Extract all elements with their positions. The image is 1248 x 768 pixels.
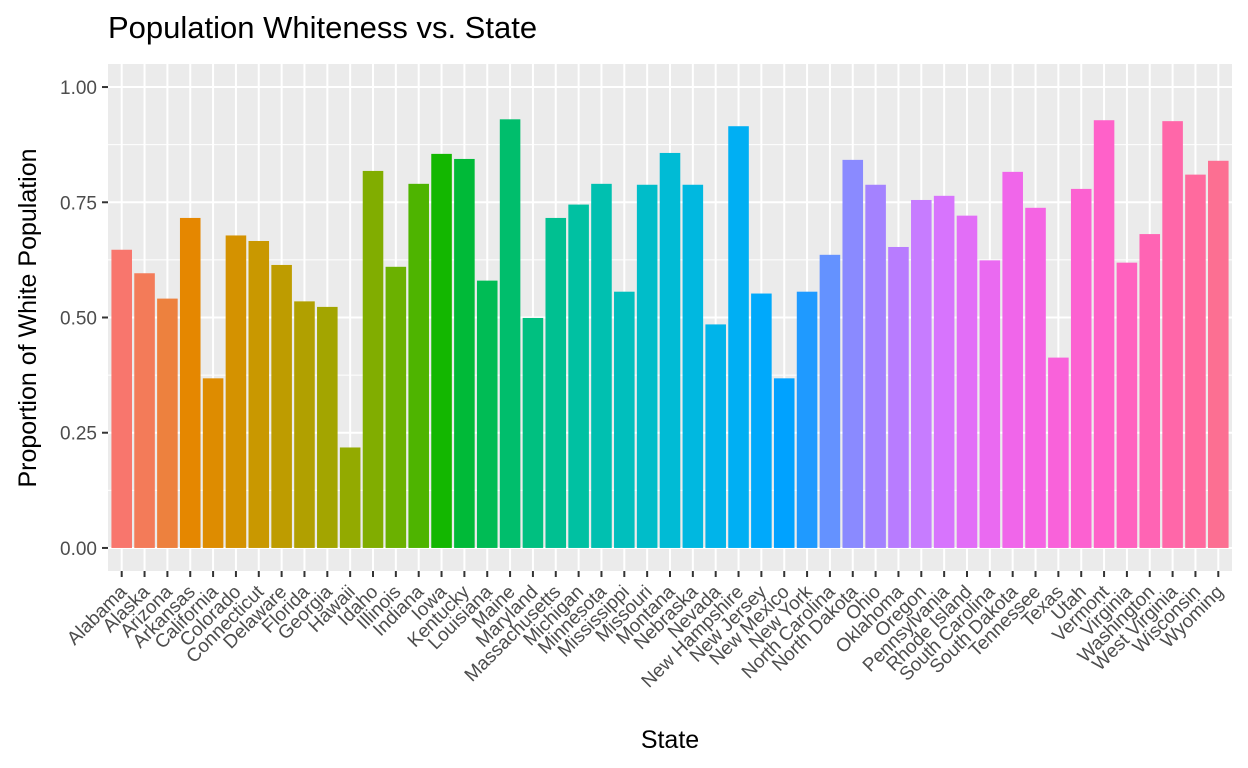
bar (431, 153, 452, 548)
bar (294, 301, 315, 548)
bar (842, 159, 864, 548)
bar (248, 240, 270, 548)
bar (1048, 357, 1069, 548)
x-axis: AlabamaAlaskaArizonaArkansasCaliforniaCo… (63, 571, 1228, 692)
bar (933, 195, 955, 548)
y-tick-label: 1.00 (60, 78, 97, 99)
bar (751, 293, 772, 548)
bar (636, 184, 658, 548)
bar (568, 204, 589, 548)
bar (522, 317, 544, 548)
bar (499, 119, 521, 548)
bar (705, 324, 726, 548)
bar (1185, 174, 1206, 548)
bar (591, 183, 612, 548)
bar (1070, 188, 1092, 548)
bar (179, 217, 201, 548)
x-axis-label: State (641, 726, 699, 754)
bar (476, 280, 498, 548)
bar (1025, 207, 1046, 548)
bars (111, 119, 1229, 548)
bar (979, 260, 1001, 548)
bar (865, 184, 886, 548)
bar (888, 246, 909, 548)
y-tick-label: 0.50 (60, 309, 97, 330)
bar (202, 378, 224, 548)
bar (111, 249, 132, 548)
y-axis-label: Proportion of White Population (14, 148, 42, 487)
bar (659, 152, 681, 548)
bar (1208, 160, 1229, 548)
bar (157, 298, 178, 548)
bar (408, 183, 429, 548)
bar (956, 215, 978, 548)
bar (773, 378, 795, 548)
bar (339, 447, 361, 548)
bar (819, 254, 841, 548)
chart-title: Population Whiteness vs. State (108, 10, 538, 45)
bar (1093, 120, 1115, 548)
bar (362, 170, 384, 548)
bar (317, 306, 338, 548)
bar (225, 235, 247, 548)
bar (1162, 121, 1183, 548)
y-tick-label: 0.00 (60, 539, 97, 560)
bar (454, 158, 475, 548)
bar (1116, 262, 1138, 548)
bar (271, 264, 292, 548)
bar (614, 291, 635, 548)
bar (1002, 171, 1023, 548)
bar (728, 126, 749, 548)
bar (682, 184, 704, 548)
y-tick-label: 0.75 (60, 193, 97, 214)
y-tick-label: 0.25 (60, 424, 97, 445)
bar (1139, 234, 1161, 548)
y-axis: 0.00 0.25 0.50 0.75 1.00 (60, 78, 108, 560)
bar (385, 266, 407, 548)
bar (796, 291, 818, 548)
bar (134, 273, 155, 548)
bar (545, 217, 567, 548)
bar (911, 199, 932, 548)
